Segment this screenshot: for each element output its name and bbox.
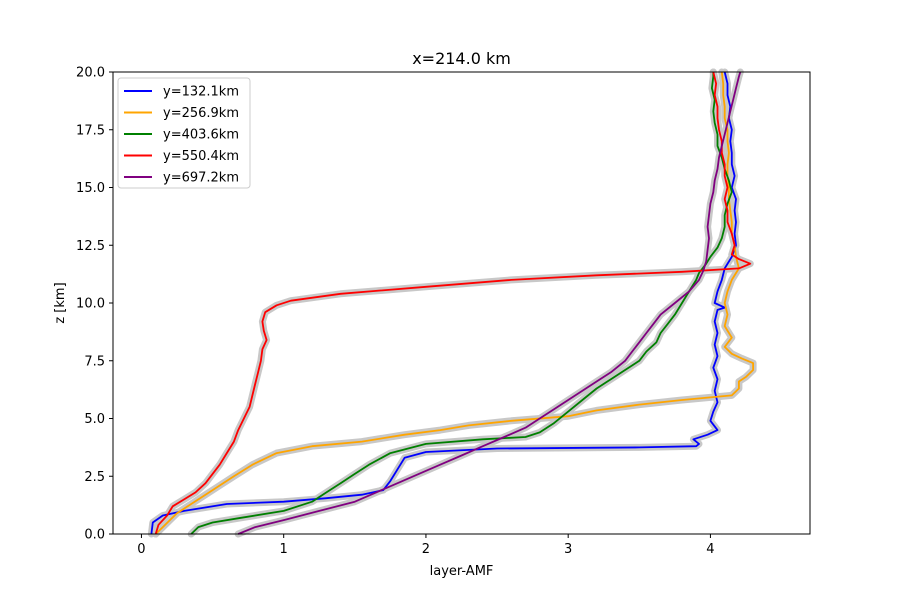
y-tick-label: 2.5	[84, 470, 105, 485]
legend-label: y=132.1km	[163, 85, 239, 100]
y-axis-label: z [km]	[53, 282, 68, 323]
x-axis-ticks: 0 1 2 3 4	[137, 534, 715, 557]
legend-box	[117, 77, 251, 189]
series-line	[154, 71, 752, 535]
y-tick-label: 17.5	[76, 123, 105, 138]
legend-label: y=697.2km	[163, 171, 239, 186]
x-axis-label: layer-AMF	[430, 564, 494, 579]
x-tick-label: 1	[280, 542, 288, 557]
y-tick-label: 12.5	[76, 239, 105, 254]
x-tick-label: 4	[706, 542, 714, 557]
legend-label: y=256.9km	[163, 106, 239, 121]
legend: y=132.1km y=256.9km y=403.6km y=550.4km y=69…	[117, 77, 251, 189]
series-line	[155, 71, 754, 535]
legend-label: y=550.4km	[163, 149, 239, 164]
series-line	[150, 71, 737, 535]
x-tick-label: 3	[564, 542, 572, 557]
y-tick-label: 0.0	[84, 528, 105, 543]
y-tick-label: 7.5	[84, 354, 105, 369]
series-lines	[150, 71, 754, 535]
legend-entries: y=132.1km y=256.9km y=403.6km y=550.4km y=69…	[124, 85, 239, 186]
series-line	[237, 71, 742, 535]
x-tick-label: 0	[137, 542, 145, 557]
legend-label: y=403.6km	[163, 128, 239, 143]
y-axis-ticks: 0.0 2.5 5.0 7.5 10.0 12.5 15.0 17.5 20.0	[76, 66, 113, 543]
x-tick-label: 2	[422, 542, 430, 557]
chart-title: x=214.0 km	[412, 49, 511, 68]
series-line	[190, 72, 733, 535]
y-tick-label: 10.0	[76, 297, 105, 312]
y-tick-label: 20.0	[76, 66, 105, 81]
y-tick-label: 15.0	[76, 181, 105, 196]
y-tick-label: 5.0	[84, 412, 105, 427]
